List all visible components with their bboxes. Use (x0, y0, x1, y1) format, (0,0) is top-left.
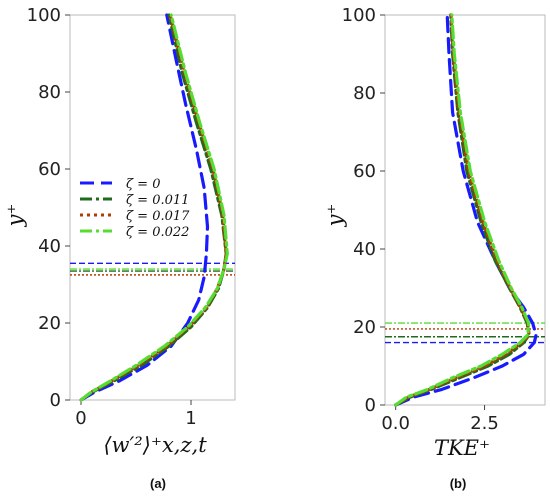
series-line (79, 13, 229, 402)
ytick-label: 0 (365, 395, 376, 416)
panel-a-frame (69, 14, 236, 401)
legend-label: ζ = 0.017 (126, 209, 190, 224)
panel-b-caption: (b) (450, 476, 467, 491)
series-line (394, 13, 531, 407)
series-line (394, 13, 531, 407)
xtick-label: 0 (75, 408, 86, 429)
ytick-label: 60 (353, 161, 376, 182)
ytick-label: 20 (38, 313, 61, 334)
ytick-label: 80 (353, 83, 376, 104)
legend-label: ζ = 0.022 (126, 225, 189, 240)
series-line (394, 13, 531, 407)
ytick-label: 40 (38, 236, 61, 257)
panel-b-xlabel: TKE⁺ (434, 436, 490, 460)
ytick-label: 0 (50, 390, 61, 411)
ytick-label: 60 (38, 159, 61, 180)
panel-a-ylabel: y⁺ (3, 204, 27, 228)
panel-a-xlabel: ⟨w′²⟩⁺x,z,t (103, 433, 207, 457)
xtick-label: 0.0 (381, 413, 410, 434)
legend-label: ζ = 0 (126, 177, 160, 192)
ytick-label: 40 (353, 239, 376, 260)
panel-b-frame (384, 14, 546, 406)
ytick-label: 100 (342, 5, 376, 26)
legend-label: ζ = 0.011 (126, 193, 189, 208)
xtick-label: 2.5 (470, 413, 499, 434)
xtick-label: 1 (185, 408, 196, 429)
ytick-label: 20 (353, 317, 376, 338)
panel-b-plot: 0 20 40 60 80 100 0.0 2.5 (342, 5, 545, 434)
panel-a-plot: 0 20 40 60 80 100 0 1 (27, 5, 235, 429)
ytick-label: 80 (38, 82, 61, 103)
panel-b-ylabel: y⁺ (323, 204, 347, 228)
series-line (79, 13, 210, 402)
series-line (394, 13, 538, 407)
ytick-label: 100 (27, 5, 61, 26)
panel-a-caption: (a) (150, 476, 166, 491)
